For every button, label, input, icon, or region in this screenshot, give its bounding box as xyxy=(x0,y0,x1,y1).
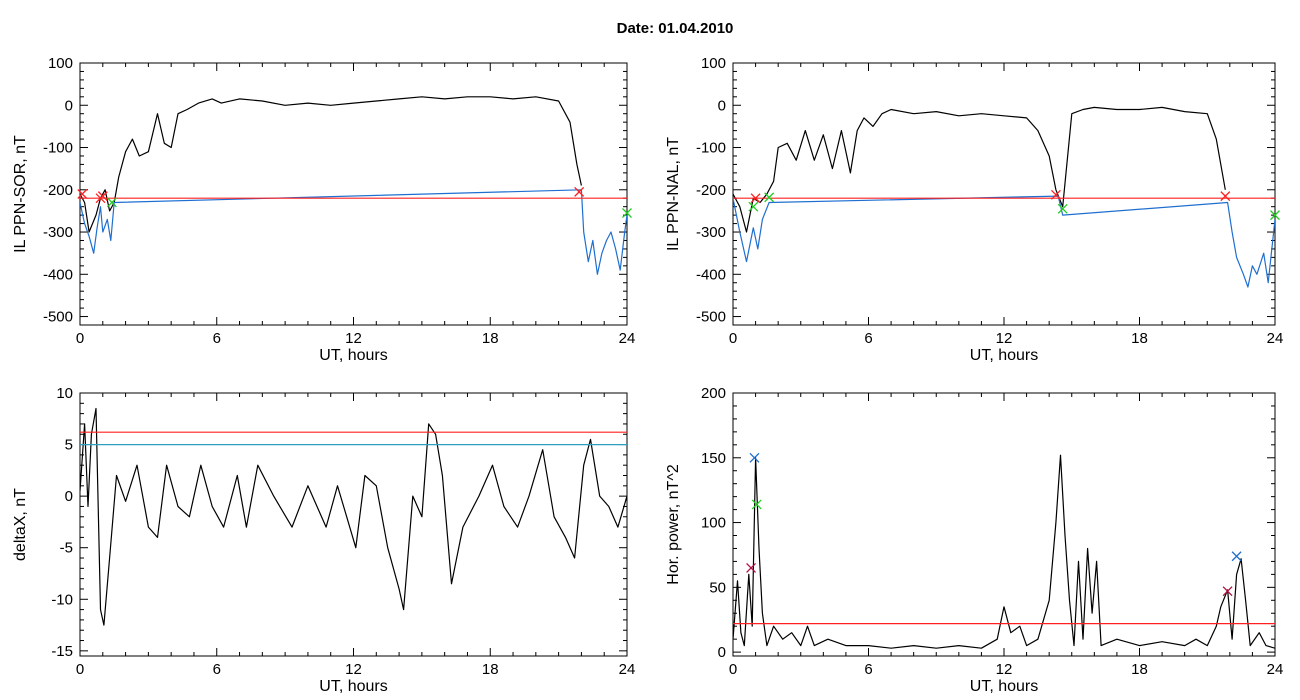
y-tick-label: 150 xyxy=(701,450,726,467)
data-marker-green xyxy=(751,499,762,510)
series-line-blue-1 xyxy=(733,195,1275,288)
plot-frame xyxy=(79,62,628,326)
series-line-black-0 xyxy=(733,106,1226,233)
data-marker-green xyxy=(1057,203,1068,214)
x-tick-label: 12 xyxy=(996,661,1013,678)
y-tick-label: 0 xyxy=(718,644,726,661)
data-marker-green xyxy=(622,208,632,218)
y-tick-label: -100 xyxy=(43,140,73,157)
data-marker-red xyxy=(574,186,585,197)
y-tick-label: 0 xyxy=(65,488,73,505)
chart-panel-bottom-right: 0 6 12 18 24 200 150 100 50 0 UT, hours Hor. power,… xyxy=(665,385,1283,695)
chart-panel-bottom-left: 0 6 12 18 24 10 5 0 -5 -10 -15 UT, hours deltaX, nT xyxy=(12,385,635,695)
data-marker-blue xyxy=(1231,551,1242,562)
y-axis-label: IL PPN-SOR, nT xyxy=(12,135,29,253)
data-marker-red xyxy=(97,191,108,202)
series-line-blue-1 xyxy=(80,189,627,275)
x-tick-label: 0 xyxy=(76,661,84,678)
x-axis-label: UT, hours xyxy=(970,347,1038,364)
y-tick-label: -500 xyxy=(43,309,73,326)
x-tick-label: 6 xyxy=(213,330,221,347)
y-tick-label: -300 xyxy=(696,224,726,241)
x-tick-label: 6 xyxy=(213,661,221,678)
x-tick-label: 24 xyxy=(1267,661,1284,678)
x-tick-label: 18 xyxy=(1131,661,1148,678)
data-marker-green xyxy=(1270,210,1280,221)
y-tick-label: 200 xyxy=(701,385,726,402)
y-tick-label: -400 xyxy=(43,266,73,283)
x-tick-label: 0 xyxy=(729,330,737,347)
y-tick-label: -15 xyxy=(51,643,73,660)
x-axis-label: UT, hours xyxy=(319,678,387,695)
chart-panel-top-right: 0 6 12 18 24 100 0 -100 -200 -300 -400 -500 UT, hour… xyxy=(665,55,1283,364)
plot-area xyxy=(80,407,627,626)
series-line-black-0 xyxy=(80,96,582,233)
chart-panel-top-left: 0 6 12 18 24 100 0 -100 -200 -300 -400 -500 UT, hour… xyxy=(12,55,635,364)
x-tick-label: 18 xyxy=(482,661,499,678)
x-axis-label: UT, hours xyxy=(319,347,387,364)
plot-area xyxy=(80,96,627,275)
data-marker-blue xyxy=(749,452,760,463)
y-tick-label: -5 xyxy=(60,540,73,557)
y-tick-label: 10 xyxy=(56,385,73,402)
y-tick-label: 5 xyxy=(65,437,73,454)
plot-area xyxy=(733,106,1275,288)
y-tick-label: -300 xyxy=(43,224,73,241)
y-tick-label: 0 xyxy=(718,97,726,114)
y-tick-label: 100 xyxy=(48,55,73,72)
y-tick-label: -200 xyxy=(696,182,726,199)
y-tick-label: 50 xyxy=(709,579,726,596)
data-marker-darkred xyxy=(1222,586,1233,597)
data-marker-green xyxy=(764,192,775,203)
x-tick-label: 24 xyxy=(1267,330,1284,347)
y-tick-label: 100 xyxy=(701,515,726,532)
x-tick-label: 6 xyxy=(864,330,872,347)
series-line-black-0 xyxy=(733,454,1275,649)
y-axis-label: Hor. power, nT^2 xyxy=(665,464,682,585)
x-tick-label: 18 xyxy=(1131,330,1148,347)
data-marker-green xyxy=(748,201,759,212)
x-tick-label: 12 xyxy=(996,330,1013,347)
x-tick-label: 0 xyxy=(729,661,737,678)
series-line-black-0 xyxy=(80,407,627,626)
plot-frame xyxy=(732,62,1276,326)
data-marker-green xyxy=(106,197,117,208)
x-tick-label: 24 xyxy=(619,330,636,347)
y-tick-label: -10 xyxy=(51,591,73,608)
y-tick-label: -400 xyxy=(696,266,726,283)
y-axis-label: deltaX, nT xyxy=(12,488,29,561)
y-tick-label: 100 xyxy=(701,55,726,72)
x-tick-label: 12 xyxy=(345,330,362,347)
data-marker-red xyxy=(77,189,88,199)
x-tick-label: 0 xyxy=(76,330,84,347)
data-marker-darkred xyxy=(746,562,757,573)
y-axis-label: IL PPN-NAL, nT xyxy=(665,137,682,251)
data-marker-red xyxy=(750,193,761,204)
x-tick-label: 6 xyxy=(864,661,872,678)
y-tick-label: -200 xyxy=(43,182,73,199)
x-tick-label: 12 xyxy=(345,661,362,678)
data-marker-red xyxy=(1050,189,1061,200)
data-marker-red xyxy=(1220,191,1231,202)
plot-frame xyxy=(732,392,1276,657)
y-tick-label: -100 xyxy=(696,140,726,157)
y-tick-label: -500 xyxy=(696,309,726,326)
x-tick-label: 24 xyxy=(619,661,636,678)
figure-title: Date: 01.04.2010 xyxy=(617,20,734,37)
x-axis-label: UT, hours xyxy=(970,678,1038,695)
plot-area xyxy=(733,454,1275,649)
x-tick-label: 18 xyxy=(482,330,499,347)
y-tick-label: 0 xyxy=(65,97,73,114)
